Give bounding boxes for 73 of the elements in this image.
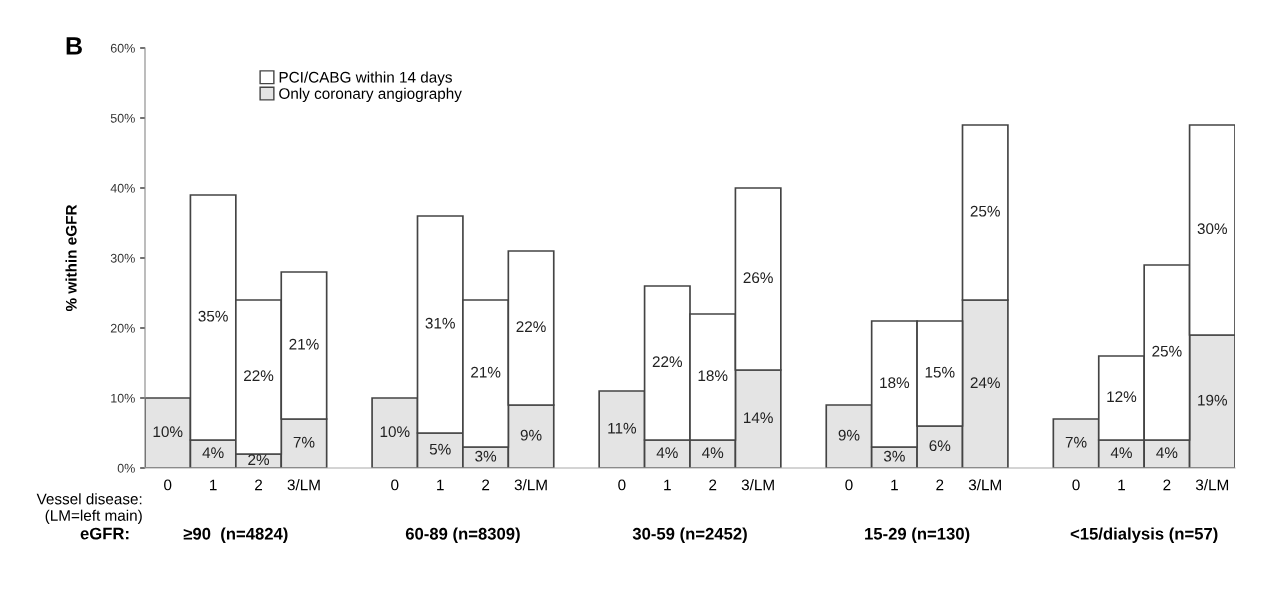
data-label: 4% (1156, 447, 1178, 459)
data-label: 4% (702, 447, 724, 459)
data-label: 30% (1197, 223, 1228, 235)
text: ≥90 (n=4824) (183, 527, 288, 543)
x-tick-label: 3/LM (287, 479, 320, 491)
data-label: 24% (970, 377, 1000, 389)
data-label: 21% (289, 338, 319, 350)
x-tick-label: 1 (1118, 479, 1125, 491)
x-tick-label: 2 (709, 479, 717, 491)
x-tick-label: 0 (845, 479, 853, 491)
data-label: 25% (970, 205, 1000, 217)
y-tick-label: 20% (110, 323, 135, 333)
data-label: 22% (652, 356, 683, 368)
x-tick-label: 2 (936, 479, 944, 491)
data-label: 9% (838, 429, 860, 441)
data-label: 11% (608, 422, 637, 434)
data-label: 10% (380, 426, 410, 438)
x-tick-label: 3/LM (514, 479, 547, 491)
x-tick-label: 2 (1163, 479, 1171, 491)
x-tick-label: 1 (664, 479, 671, 491)
legend-label: PCI/CABG within 14 days (279, 71, 452, 86)
data-label: 35% (198, 310, 228, 322)
x-tick-label: 0 (391, 479, 399, 491)
data-label: 3% (883, 450, 905, 462)
x-tick-label: 0 (164, 479, 172, 491)
legend-label: Only coronary angiography (279, 87, 462, 102)
y-axis-title: % within eGFR (65, 204, 77, 312)
x-tick-label: 1 (210, 479, 217, 491)
data-label: 21% (471, 366, 501, 378)
data-label: 9% (520, 429, 542, 441)
y-tick-label: 40% (110, 183, 135, 193)
text: 15-29 (n=130) (865, 527, 970, 543)
y-tick-label: 50% (110, 113, 135, 123)
text: Vessel disease: (LM=left main) (36, 493, 142, 524)
data-label: 4% (656, 447, 678, 459)
x-tick-label: 3/LM (1195, 479, 1229, 491)
data-label: 18% (698, 370, 728, 382)
data-label: 2% (248, 454, 270, 466)
x-tick-label: 0 (618, 479, 626, 491)
data-label: 25% (1152, 345, 1182, 357)
data-label: 6% (929, 440, 951, 452)
x-tick-label: 0 (1072, 479, 1080, 491)
data-label: 22% (516, 321, 546, 333)
text: eGFR: (80, 527, 129, 540)
text: B (66, 37, 82, 55)
text: 30-59 (n=2452) (632, 527, 747, 543)
data-label: 18% (880, 377, 910, 389)
text: 60-89 (n=8309) (405, 527, 520, 543)
data-label: 22% (244, 370, 274, 382)
x-tick-label: 3/LM (968, 479, 1001, 491)
x-tick-label: 1 (891, 479, 898, 491)
data-label: 3% (475, 450, 497, 462)
data-label: 7% (1065, 436, 1087, 448)
data-label: 14% (744, 412, 773, 424)
data-label: 7% (293, 436, 315, 448)
data-label: 15% (925, 366, 955, 378)
text: <15/dialysis (n=57) (1070, 527, 1218, 543)
data-label: 4% (202, 447, 224, 459)
x-tick-label: 1 (437, 479, 444, 491)
data-label: 19% (1198, 394, 1228, 406)
x-tick-label: 2 (482, 479, 490, 491)
data-label: 31% (425, 317, 455, 329)
y-tick-label: 60% (110, 43, 135, 53)
data-label: 5% (429, 443, 451, 455)
x-tick-label: 3/LM (741, 479, 774, 491)
x-tick-label: 2 (255, 479, 263, 491)
data-label: 10% (153, 426, 183, 438)
data-label: 12% (1107, 391, 1137, 403)
y-tick-label: 30% (110, 253, 135, 263)
data-label: 4% (1110, 447, 1132, 459)
y-tick-label: 0% (117, 463, 135, 473)
y-tick-label: 10% (111, 393, 135, 403)
data-label: 26% (743, 272, 773, 284)
